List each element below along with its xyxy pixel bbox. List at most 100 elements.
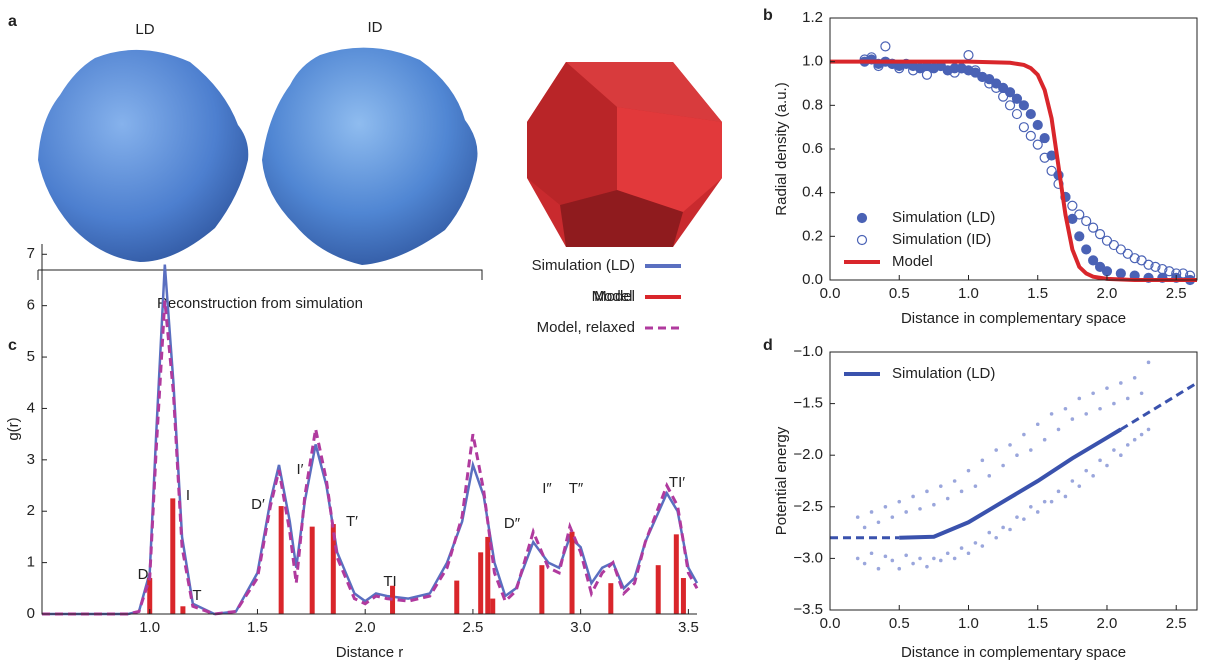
y-tick-label: 5 xyxy=(27,348,35,365)
scatter-dot xyxy=(1084,412,1089,416)
marker xyxy=(1039,132,1050,144)
legend-marker xyxy=(856,234,868,246)
scatter-dot xyxy=(1022,517,1026,521)
peak-label: I′ xyxy=(297,461,304,478)
bar xyxy=(180,606,186,614)
marker xyxy=(1074,209,1085,220)
bracket-label: Reconstruction from simulation xyxy=(157,295,363,312)
scatter-dot xyxy=(883,505,888,509)
scatter-dot xyxy=(1105,463,1109,468)
scatter-dot xyxy=(1084,468,1089,473)
marker xyxy=(880,41,891,52)
scatter-dot xyxy=(911,561,915,566)
bar xyxy=(170,498,176,614)
x-axis-label: Distance in complementary space xyxy=(901,644,1126,661)
legend-label: Model xyxy=(594,288,635,305)
scatter-dot xyxy=(952,479,957,483)
scatter-dot xyxy=(925,489,929,494)
scatter-dot xyxy=(1098,458,1102,463)
scatter-dot xyxy=(945,551,950,556)
marker xyxy=(1018,122,1029,133)
bar xyxy=(330,524,336,614)
model-polyhedron xyxy=(527,62,722,247)
peak-label: D′ xyxy=(251,496,265,513)
scatter-dot xyxy=(932,502,936,507)
scatter-dot xyxy=(911,494,915,499)
bracket xyxy=(37,269,483,280)
y-tick-label: −3.5 xyxy=(793,601,823,618)
peak-label: T xyxy=(192,587,201,604)
scatter-dot xyxy=(1112,401,1116,406)
marker xyxy=(907,65,919,76)
marker xyxy=(1094,229,1106,240)
y-tick-label: 4 xyxy=(27,399,35,416)
scatter-dot xyxy=(1049,412,1054,416)
scatter-dot xyxy=(1015,453,1019,458)
x-tick-label: 1.5 xyxy=(1027,615,1048,632)
marker xyxy=(921,69,933,80)
marker xyxy=(998,91,1009,102)
scatter-dot xyxy=(1146,427,1151,432)
marker xyxy=(1164,266,1175,277)
y-tick-label: 0.6 xyxy=(802,140,823,157)
scatter-dot xyxy=(987,474,992,478)
scatter-dot xyxy=(1119,381,1123,385)
scatter-dot xyxy=(994,448,998,452)
x-tick-label: 2.5 xyxy=(462,619,483,636)
x-tick-label: 2.5 xyxy=(1166,285,1187,302)
marker xyxy=(1157,263,1168,275)
y-tick-label: 1.0 xyxy=(802,53,823,70)
marker xyxy=(1074,231,1085,242)
scatter-dot xyxy=(904,510,908,514)
scatter-dot xyxy=(1029,505,1033,509)
legend-label: Simulation (LD) xyxy=(892,209,995,226)
peak-label: I″ xyxy=(542,480,552,497)
x-tick-label: 0.5 xyxy=(889,285,910,302)
x-tick-label: 1.5 xyxy=(1027,285,1048,302)
x-tick-label: 1.0 xyxy=(958,615,979,632)
x-tick-label: 1.5 xyxy=(247,619,268,636)
scatter-dot xyxy=(918,556,922,561)
panel-label: b xyxy=(763,7,773,24)
x-tick-label: 0.0 xyxy=(820,615,841,632)
id-reconstruction xyxy=(262,47,478,265)
bar xyxy=(147,578,153,614)
x-tick-label: 1.0 xyxy=(958,285,979,302)
marker xyxy=(1032,119,1043,131)
scatter-dot xyxy=(890,558,895,563)
y-tick-label: 0.2 xyxy=(802,227,823,244)
bar xyxy=(485,536,491,614)
scatter-dot xyxy=(1008,443,1012,447)
scatter-dot xyxy=(1098,406,1102,411)
scatter-dot xyxy=(1139,391,1144,396)
scatter-dot xyxy=(869,510,874,514)
scatter-dot xyxy=(855,515,860,519)
y-tick-label: −2.0 xyxy=(793,446,823,463)
marker xyxy=(956,63,967,74)
y-tick-label: −3.0 xyxy=(793,549,823,566)
marker xyxy=(970,65,981,76)
scatter-dot xyxy=(980,458,985,463)
scatter-dot xyxy=(1022,432,1026,437)
series-line xyxy=(899,427,1122,540)
scatter-dot xyxy=(1091,391,1095,396)
series-line xyxy=(42,264,699,616)
scatter-dot xyxy=(980,544,985,548)
panel-label: d xyxy=(763,337,773,354)
marker xyxy=(1088,255,1099,266)
bar xyxy=(309,526,315,614)
peak-label: TI xyxy=(383,573,396,590)
scatter-dot xyxy=(1132,376,1137,380)
scatter-dot xyxy=(973,541,978,545)
scatter-dot xyxy=(1146,360,1151,365)
legend-label: Simulation (LD) xyxy=(892,365,995,382)
scatter-dot xyxy=(1049,499,1054,504)
bar xyxy=(478,552,484,614)
legend-label: Simulation (ID) xyxy=(892,231,991,248)
scatter-dot xyxy=(1001,525,1005,530)
y-tick-label: 0.8 xyxy=(802,96,823,113)
scatter-dot xyxy=(966,468,971,473)
peak-label: T′ xyxy=(346,513,358,530)
bar xyxy=(278,506,284,614)
